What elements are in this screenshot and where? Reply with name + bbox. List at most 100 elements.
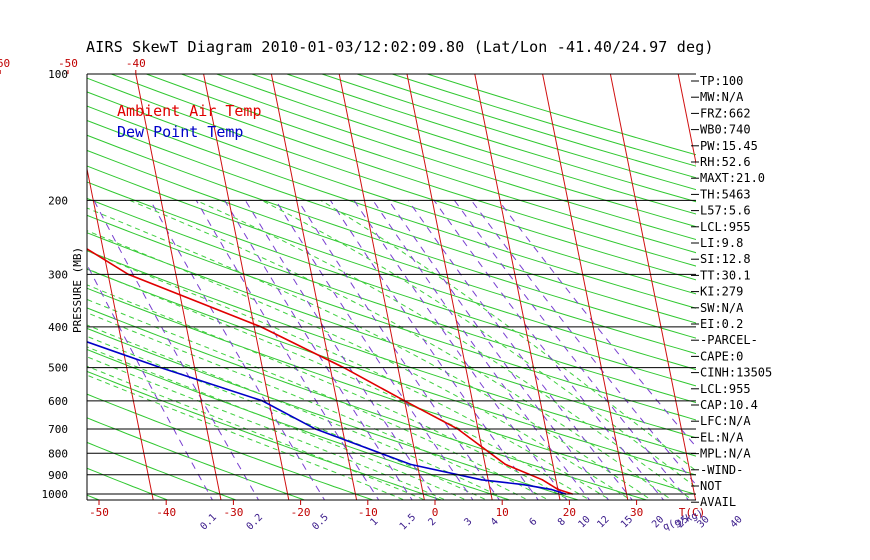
dry-adiabat [87,307,649,500]
mixing-ratio-line [388,200,610,500]
ambient-temp-point [549,483,551,486]
top-temp-label: -50 [58,57,78,70]
bottom-temp-label: -20 [291,506,311,519]
moist-adiabat [87,284,570,500]
dry-adiabat [87,232,696,439]
moist-adiabat [195,199,694,500]
ambient-temp-point [504,463,507,466]
index-entry: MW:N/A [700,90,744,104]
moist-adiabat [87,250,612,500]
dry-adiabat [87,393,375,500]
mixing-ratio-label: 0.2 [245,512,266,533]
dry-adiabat [87,134,696,339]
mixing-ratio-line [149,200,326,500]
pressure-tick-label: 400 [48,321,68,334]
bottom-temp-label: -40 [156,506,176,519]
isotherm [203,74,290,500]
dry-adiabat [87,494,101,500]
ambient-temp-line [87,247,573,495]
dry-adiabat [87,119,696,324]
dewpoint-point [522,483,524,486]
index-entry: CAPE:0 [700,349,743,363]
dry-adiabat [87,287,696,495]
index-entry: SW:N/A [700,301,744,315]
mixing-ratio-line [372,200,591,500]
dry-adiabat [87,91,696,295]
mixing-ratio-line [454,200,690,500]
index-entry: MPL:N/A [700,447,751,461]
dry-adiabat [87,268,696,476]
isotherm [474,74,561,500]
index-entry: WB0:740 [700,123,751,137]
pressure-tick-label: 800 [48,447,68,460]
isotherm [270,74,358,500]
legend-ambient-air-temp: Ambient Air Temp [117,102,262,120]
y-axis-label: PRESSURE (MB) [71,247,84,333]
index-entry: -WIND- [700,463,743,477]
bottom-temp-label: 20 [563,506,576,519]
index-entry: KI:279 [700,285,743,299]
mixing-ratio-label: 0.5 [310,512,331,533]
pressure-tick-label: 200 [48,194,68,207]
dewpoint-point [550,488,552,491]
dry-adiabat [87,77,696,281]
mixing-ratio-line [498,200,696,448]
moist-adiabat [129,199,673,500]
index-entry: LCL:955 [700,382,751,396]
stability-indices: TP:100 MW:N/A FRZ:662 WB0:740 PW:15.45 RH:52.… [691,74,772,509]
temperature-unit-label: T(C) [679,506,706,519]
index-entry: LFC:N/A [700,414,751,428]
bottom-temp-label: 0 [432,506,439,519]
index-entry: FRZ:662 [700,106,751,120]
mixing-ratio-label: 12 [595,514,611,530]
pressure-tick-label: 900 [48,469,68,482]
dry-adiabat [87,417,306,500]
mixing-ratio-line [275,200,474,500]
index-entry: PW:15.45 [700,139,758,153]
dry-adiabat [87,441,238,500]
dry-adiabat [146,74,696,254]
index-entry: TT:30.1 [700,268,751,282]
moist-adiabat [87,298,550,500]
mixing-ratio-line [329,200,539,500]
index-entry: TP:100 [700,74,743,88]
pressure-tick-label: 100 [48,68,68,81]
isotherm [0,74,18,503]
dewpoint-point [409,463,412,466]
mixing-ratio-label: 0.1 [198,512,219,533]
bottom-temp-label: 30 [630,506,643,519]
index-entry: RH:52.6 [700,155,751,169]
dewpoint-point [480,479,483,481]
mixing-ratio-line [93,200,260,500]
bottom-temp-label: -50 [89,506,109,519]
isotherm [338,74,425,500]
isotherm [87,166,154,500]
index-entry: LCL:955 [700,220,751,234]
moist-adiabat [87,207,653,500]
isotherm [135,74,222,500]
dry-adiabat [87,370,443,500]
mixing-ratio-line [87,263,214,500]
axes [0,70,696,505]
dry-adiabat [87,105,696,309]
dry-adiabat [87,197,696,404]
ambient-temp-point [38,200,40,202]
pressure-tick-label: 700 [48,423,68,436]
mixing-ratio-label: 10 [576,514,592,530]
mixing-ratio-line [407,200,633,500]
moist-adiabat [87,365,427,500]
index-entry: LI:9.8 [700,236,743,250]
index-entry: EI:0.2 [700,317,743,331]
index-entry: TH:5463 [700,187,751,201]
dewpoint-line [87,341,566,495]
moist-adiabat [87,324,509,500]
background-lines [0,74,832,503]
moist-adiabat [87,356,447,500]
pressure-tick-label: 500 [48,362,68,375]
bottom-temp-label: 10 [496,506,509,519]
isotherm [746,74,832,503]
ambient-temp-point [541,479,544,481]
dry-adiabat [87,165,696,371]
index-entry: EL:N/A [700,430,744,444]
